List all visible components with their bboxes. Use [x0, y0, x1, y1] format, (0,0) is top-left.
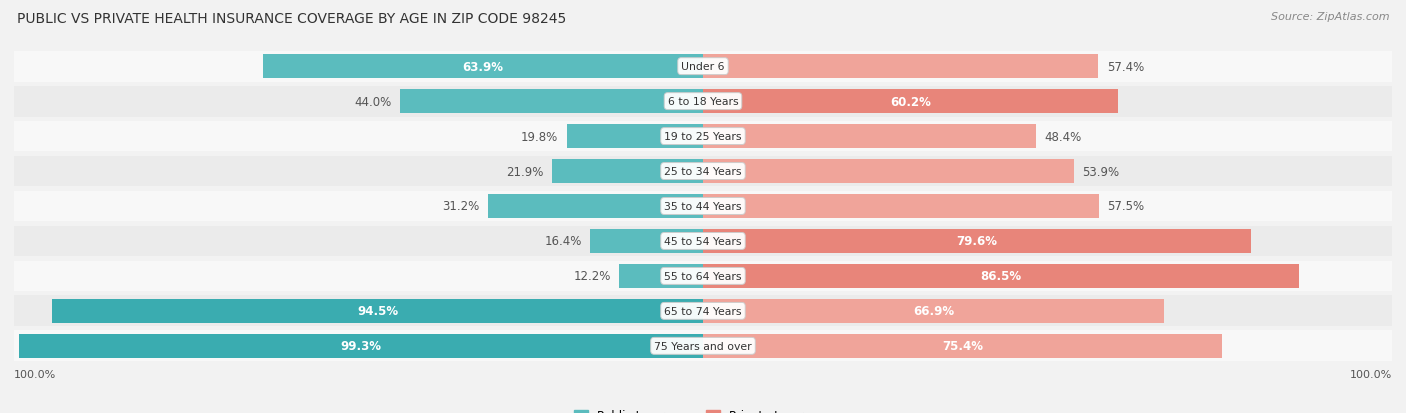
Bar: [703, 195, 1099, 218]
Text: Source: ZipAtlas.com: Source: ZipAtlas.com: [1271, 12, 1389, 22]
Bar: [703, 55, 1098, 79]
Text: 57.4%: 57.4%: [1107, 61, 1144, 74]
Bar: [14, 261, 1392, 292]
Bar: [591, 230, 703, 253]
Bar: [703, 299, 1164, 323]
Bar: [14, 191, 1392, 222]
Text: 45 to 54 Years: 45 to 54 Years: [664, 236, 742, 247]
Text: 16.4%: 16.4%: [544, 235, 582, 248]
Text: 63.9%: 63.9%: [463, 61, 503, 74]
Bar: [18, 334, 703, 358]
Bar: [567, 125, 703, 149]
Text: 60.2%: 60.2%: [890, 95, 931, 108]
Text: 57.5%: 57.5%: [1108, 200, 1144, 213]
Text: 44.0%: 44.0%: [354, 95, 392, 108]
Text: 99.3%: 99.3%: [340, 339, 381, 352]
Bar: [488, 195, 703, 218]
Bar: [14, 156, 1392, 187]
Bar: [619, 264, 703, 288]
Bar: [703, 230, 1251, 253]
Text: 31.2%: 31.2%: [443, 200, 479, 213]
Bar: [703, 90, 1118, 114]
Text: 12.2%: 12.2%: [574, 270, 610, 283]
Text: Under 6: Under 6: [682, 62, 724, 72]
Bar: [14, 296, 1392, 326]
Bar: [399, 90, 703, 114]
Text: 100.0%: 100.0%: [1350, 369, 1392, 379]
Text: 75.4%: 75.4%: [942, 339, 983, 352]
Text: 86.5%: 86.5%: [980, 270, 1022, 283]
Bar: [14, 121, 1392, 152]
Text: 94.5%: 94.5%: [357, 305, 398, 318]
Text: 48.4%: 48.4%: [1045, 130, 1083, 143]
Text: 65 to 74 Years: 65 to 74 Years: [664, 306, 742, 316]
Bar: [703, 334, 1222, 358]
Bar: [52, 299, 703, 323]
Text: 19 to 25 Years: 19 to 25 Years: [664, 132, 742, 142]
Text: 75 Years and over: 75 Years and over: [654, 341, 752, 351]
Legend: Public Insurance, Private Insurance: Public Insurance, Private Insurance: [569, 404, 837, 413]
Bar: [553, 160, 703, 183]
Bar: [14, 87, 1392, 117]
Text: 35 to 44 Years: 35 to 44 Years: [664, 202, 742, 211]
Bar: [14, 52, 1392, 82]
Text: PUBLIC VS PRIVATE HEALTH INSURANCE COVERAGE BY AGE IN ZIP CODE 98245: PUBLIC VS PRIVATE HEALTH INSURANCE COVER…: [17, 12, 567, 26]
Bar: [703, 125, 1036, 149]
Bar: [263, 55, 703, 79]
Bar: [703, 264, 1299, 288]
Bar: [14, 331, 1392, 361]
Text: 25 to 34 Years: 25 to 34 Years: [664, 166, 742, 177]
Text: 53.9%: 53.9%: [1083, 165, 1119, 178]
Text: 55 to 64 Years: 55 to 64 Years: [664, 271, 742, 281]
Text: 21.9%: 21.9%: [506, 165, 544, 178]
Text: 66.9%: 66.9%: [912, 305, 955, 318]
Text: 100.0%: 100.0%: [14, 369, 56, 379]
Bar: [703, 160, 1074, 183]
Text: 19.8%: 19.8%: [522, 130, 558, 143]
Bar: [14, 226, 1392, 257]
Text: 79.6%: 79.6%: [956, 235, 998, 248]
Text: 6 to 18 Years: 6 to 18 Years: [668, 97, 738, 107]
